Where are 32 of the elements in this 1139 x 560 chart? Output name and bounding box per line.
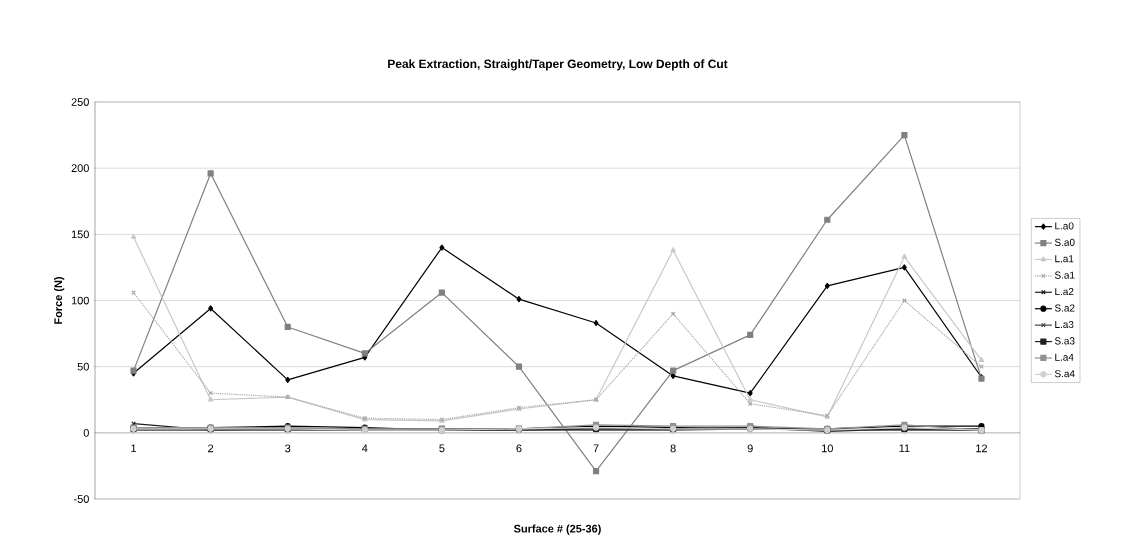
legend-label: L.a4 xyxy=(1055,353,1074,361)
x-tick-label: 6 xyxy=(516,444,522,453)
x-tick-label: 10 xyxy=(822,444,833,453)
legend-label: L.a3 xyxy=(1055,320,1074,328)
chart-title: Peak Extraction, Straight/Taper Geometry, Low Depth of Cut xyxy=(388,59,728,71)
x-tick-label: 3 xyxy=(285,444,291,453)
y-tick-label: 0 xyxy=(83,428,89,437)
legend-label: S.a3 xyxy=(1054,337,1075,345)
legend-label: L.a2 xyxy=(1055,288,1074,296)
x-tick-label: 9 xyxy=(747,444,753,453)
x-tick-label: 5 xyxy=(439,444,445,453)
y-tick-label: 250 xyxy=(71,98,89,106)
y-tick-label: 200 xyxy=(71,164,89,173)
y-tick-label: 150 xyxy=(71,230,89,239)
x-tick-label: 12 xyxy=(976,444,988,453)
x-tick-label: 2 xyxy=(208,444,214,453)
y-tick-label: 100 xyxy=(71,296,89,305)
legend-label: L.a1 xyxy=(1055,255,1074,263)
x-tick-label: 4 xyxy=(362,444,368,453)
x-tick-label: 7 xyxy=(593,444,599,453)
legend-label: S.a2 xyxy=(1054,304,1075,312)
y-axis-title: Force (N) xyxy=(54,277,65,324)
legend-label: S.a1 xyxy=(1054,271,1075,279)
x-tick-label: 8 xyxy=(670,444,676,453)
legend-label: L.a0 xyxy=(1055,222,1074,230)
y-tick-label: 50 xyxy=(77,362,89,371)
y-tick-label: -50 xyxy=(74,495,89,503)
x-tick-label: 11 xyxy=(899,444,910,453)
x-axis-title: Surface # (25-36) xyxy=(513,524,601,535)
legend-label: S.a4 xyxy=(1054,370,1075,378)
legend-label: S.a0 xyxy=(1054,238,1075,246)
x-tick-label: 1 xyxy=(131,444,137,453)
